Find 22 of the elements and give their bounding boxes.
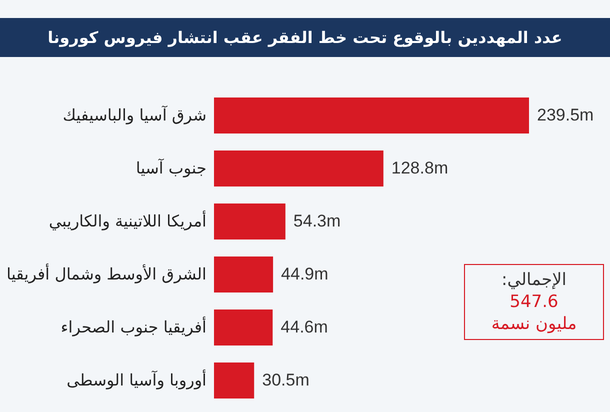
annotation: 547.6	[508, 291, 560, 313]
annotation: مليون نسمة	[490, 313, 578, 335]
data-label: 44.9m	[281, 264, 328, 284]
bar	[214, 362, 254, 398]
y-tick-label: شرق آسيا والباسيفيك	[62, 104, 206, 124]
y-tick-label: أمريكا اللاتينية والكاريبي	[48, 210, 206, 230]
y-tick-label: أفريقيا جنوب الصحراء	[60, 316, 206, 336]
data-label: 239.5m	[537, 106, 594, 124]
annotation: الإجمالي:	[500, 269, 568, 291]
y-tick-label: جنوب آسيا	[136, 158, 206, 178]
data-label: 54.3m	[293, 212, 341, 230]
bar	[214, 256, 274, 292]
chart-title: عدد المهددين بالوقوع تحت خط الفقر عقب انتشار فيروس كورونا	[0, 18, 610, 57]
bar	[214, 310, 273, 346]
data-label: 128.8m	[391, 158, 448, 178]
bar	[214, 98, 529, 134]
bar	[214, 204, 286, 240]
data-label: 44.6m	[280, 318, 328, 336]
y-tick-label: أوروبا وآسيا الوسطى	[66, 370, 206, 390]
data-label: 30.5m	[262, 370, 310, 390]
bar	[214, 150, 384, 186]
y-tick-label: الشرق الأوسط وشمال أفريقيا	[6, 264, 206, 284]
